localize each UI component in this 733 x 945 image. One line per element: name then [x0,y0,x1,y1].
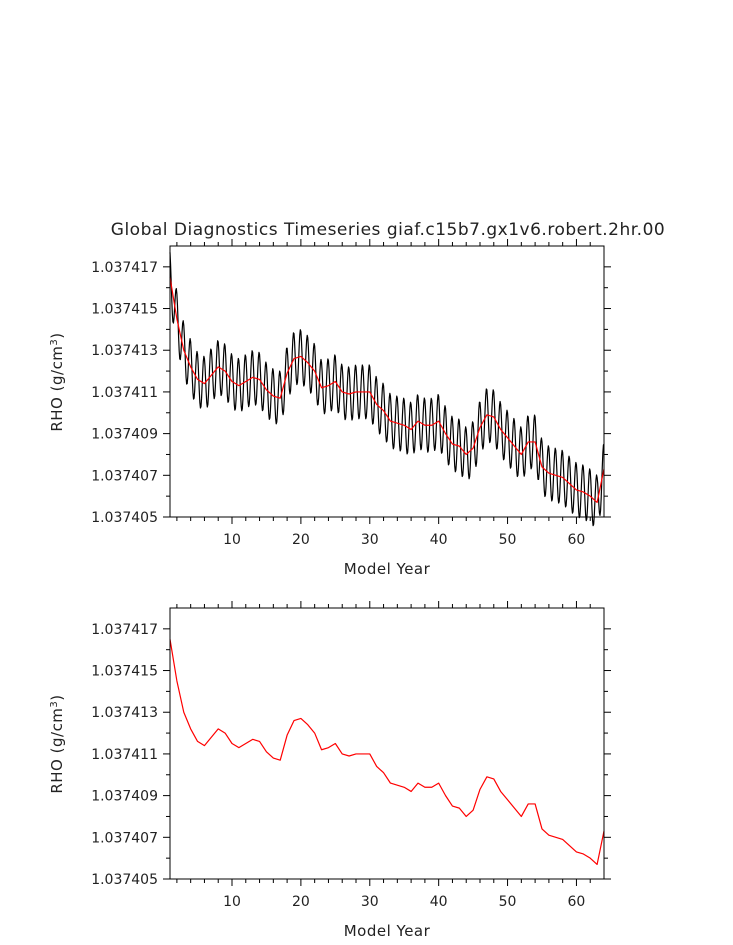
bottom-plot-frame [169,607,605,880]
top-x-tick-label: 30 [361,532,379,548]
bottom-x-tick-label: 50 [499,894,517,910]
bottom-panel: 10 20 30 40 50 60 1.037405 1.037407 1.037409 1.03… [48,601,611,940]
top-x-tick-label: 50 [499,532,517,548]
top-x-tick-label: 60 [568,532,586,548]
top-x-tick-label: 20 [292,532,310,548]
bottom-y-tick-label: 1.037407 [91,830,158,846]
top-y-tick-label: 1.037417 [91,260,158,276]
top-panel: Global Diagnostics Timeseries giaf.c15b7… [48,220,665,578]
bottom-series-annual-mean [169,639,605,866]
bottom-y-tick-label: 1.037409 [91,789,158,805]
top-series-monthly [169,252,605,527]
bottom-x-tick-label: 30 [361,894,379,910]
top-y-axis-label-tail: ) [48,332,66,338]
bottom-y-tick-label: 1.037415 [91,664,158,680]
top-y-tick-label: 1.037409 [91,427,158,443]
top-plot-area: 10 20 30 40 50 60 1.037405 1.037407 1.037409 1.03… [91,239,611,548]
bottom-y-axis-label: RHO (g/cm3) [48,694,66,793]
top-series-annual-mean [169,277,605,504]
top-plot-frame [169,245,605,518]
top-y-tick-label: 1.037407 [91,468,158,484]
top-y-tick-label: 1.037411 [91,385,158,401]
bottom-x-tick-label: 20 [292,894,310,910]
top-y-axis-label-sup: 3 [49,339,60,346]
top-y-tick-label: 1.037415 [91,302,158,318]
top-x-axis-label: Model Year [344,560,431,578]
bottom-y-tick-label: 1.037411 [91,747,158,763]
bottom-y-tick-label: 1.037413 [91,705,158,721]
bottom-y-axis-label-base: RHO (g/cm [48,708,66,794]
bottom-x-tick-label: 10 [223,894,241,910]
bottom-x-tick-label: 40 [430,894,448,910]
top-y-tick-label: 1.037413 [91,343,158,359]
chart-title: Global Diagnostics Timeseries giaf.c15b7… [111,220,665,240]
bottom-y-axis-label-tail: ) [48,694,66,700]
top-x-tick-label: 40 [430,532,448,548]
top-x-tick-label: 10 [223,532,241,548]
top-y-tick-label: 1.037405 [91,510,158,526]
bottom-y-tick-label: 1.037417 [91,622,158,638]
bottom-y-axis-label-sup: 3 [49,701,60,708]
bottom-x-tick-label: 60 [568,894,586,910]
bottom-plot-area: 10 20 30 40 50 60 1.037405 1.037407 1.037409 1.03… [91,601,611,910]
bottom-y-tick-label: 1.037405 [91,872,158,888]
top-y-axis-label-base: RHO (g/cm [48,346,66,432]
bottom-x-axis-label: Model Year [344,922,431,940]
top-y-axis-label: RHO (g/cm3) [48,332,66,431]
